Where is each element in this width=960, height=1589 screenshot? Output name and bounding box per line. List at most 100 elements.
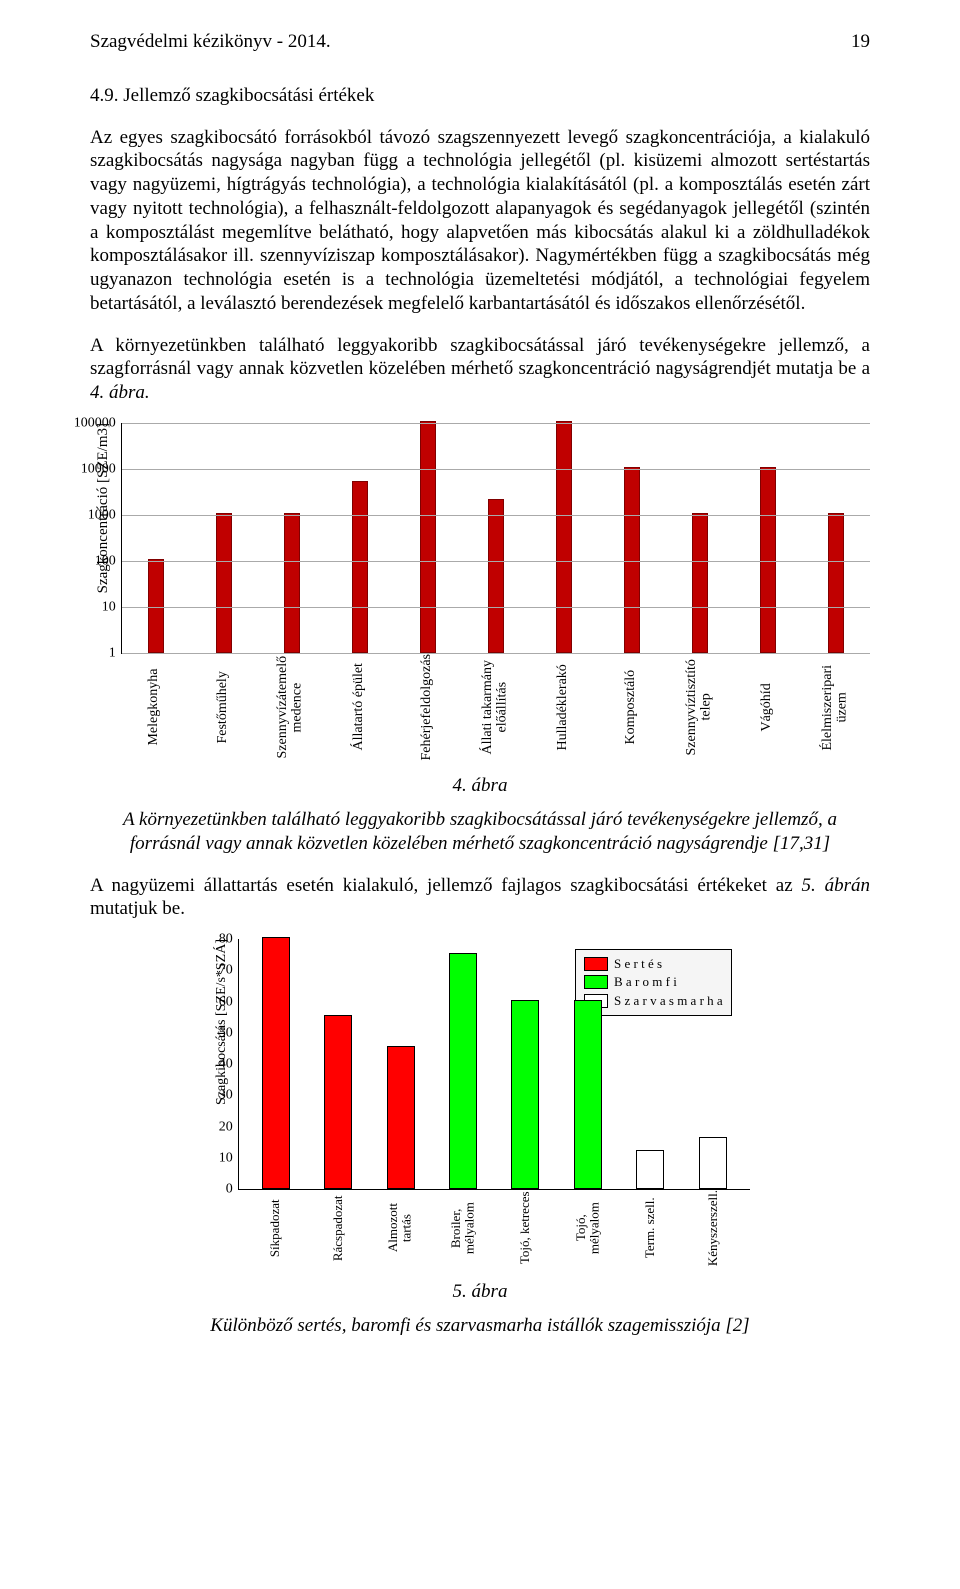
figure-4-bar <box>352 481 368 653</box>
body-paragraph-3-post: mutatjuk be. <box>90 898 185 919</box>
figure-4-bar <box>556 421 572 653</box>
figure-4-gridline <box>122 469 870 470</box>
figure-4-bar-column <box>666 423 734 653</box>
figure-4-bar-column <box>802 423 870 653</box>
figure-5-ytick: 60 <box>219 993 239 1011</box>
body-paragraph-1: Az egyes szagkibocsátó forrásokból távoz… <box>90 126 870 316</box>
figure-5-bar-column <box>557 939 619 1189</box>
figure-4-xlabel: Festőműhely <box>189 654 257 767</box>
figure-5-bar <box>262 937 290 1189</box>
figure-4-bar <box>216 513 232 653</box>
figure-5-ytick: 80 <box>219 930 239 948</box>
figure-4-xlabel: Melegkonyha <box>121 654 189 767</box>
figure-4-bar-column <box>394 423 462 653</box>
body-paragraph-3: A nagyüzemi állattartás esetén kialakuló… <box>90 874 870 922</box>
figure-4-bar <box>828 513 844 653</box>
figure-4-bar <box>420 421 436 653</box>
figure-5-bar-column <box>619 939 681 1189</box>
figure-4-xlabel: Állatartó épület <box>325 654 393 767</box>
figure-5-xlabel: Tojó, ketreces <box>494 1190 557 1272</box>
figure-5-xlabel: Term. szell. <box>619 1190 682 1272</box>
figure-4-bar <box>148 559 164 653</box>
figure-5-bar-column <box>681 939 743 1189</box>
figure-5-notes: Különböző sertés, baromfi és szarvasmarh… <box>90 1314 870 1338</box>
figure-4-bar <box>624 467 640 653</box>
body-paragraph-2-text: A környezetünkben található leggyakoribb… <box>90 335 870 380</box>
figure-4-bar-column <box>530 423 598 653</box>
figure-4-caption: 4. ábra <box>90 774 870 798</box>
body-paragraph-2: A környezetünkben található leggyakoribb… <box>90 334 870 405</box>
figure-4-bars <box>122 423 870 653</box>
figure-5-caption: 5. ábra <box>90 1280 870 1304</box>
figure-4-bar-column <box>190 423 258 653</box>
figure-5-plot-area: S e r t é sB a r o m f iS z a r v a s m … <box>238 939 750 1190</box>
figure-4-xlabel: Szennyvízátemelő medence <box>257 654 325 767</box>
figure-5-xlabel: Tojó, mélyalom <box>556 1190 619 1272</box>
figure-4-ytick: 1000 <box>88 506 122 524</box>
figure-4-bar-column <box>462 423 530 653</box>
figure-4-gridline <box>122 423 870 424</box>
figure-5-xlabel: Almozott tartás <box>369 1190 432 1272</box>
figure-5-ytick: 70 <box>219 962 239 980</box>
figure-4-plot-area: 110100100010000100000 <box>121 423 870 654</box>
figure-4-xlabel: Hulladéklerakó <box>529 654 597 767</box>
figure-5-bar-column <box>245 939 307 1189</box>
page: Szagvédelmi kézikönyv - 2014. 19 4.9. Je… <box>0 0 960 1416</box>
figure-5-bar <box>699 1137 727 1189</box>
figure-4-xlabel: Szennyvíztisztító telep <box>666 654 734 767</box>
figure-4-bar <box>284 513 300 653</box>
figure-4-bar-column <box>326 423 394 653</box>
figure-4-bar-column <box>734 423 802 653</box>
figure-5-ytick: 50 <box>219 1024 239 1042</box>
figure-4-gridline <box>122 515 870 516</box>
body-paragraph-2-ref: 4. ábra. <box>90 382 150 403</box>
figure-4-gridline <box>122 561 870 562</box>
figure-4-gridline <box>122 607 870 608</box>
figure-5-bar-column <box>307 939 369 1189</box>
figure-5-ytick: 30 <box>219 1087 239 1105</box>
figure-5-bar <box>636 1150 664 1190</box>
body-paragraph-3-ref: 5. ábrán <box>802 875 871 896</box>
body-paragraph-3-text: A nagyüzemi állattartás esetén kialakuló… <box>90 875 802 896</box>
figure-4-ytick: 1 <box>109 644 122 662</box>
figure-5-bar <box>511 1000 539 1190</box>
header-left: Szagvédelmi kézikönyv - 2014. <box>90 30 331 54</box>
figure-4-ytick: 100 <box>95 552 122 570</box>
figure-5-bar <box>449 953 477 1189</box>
header-page-number: 19 <box>851 30 870 54</box>
figure-4-bar-column <box>122 423 190 653</box>
figure-5-bar <box>574 1000 602 1190</box>
figure-4-bar <box>760 467 776 653</box>
figure-5-bar-column <box>494 939 556 1189</box>
figure-5-ytick: 20 <box>219 1118 239 1136</box>
figure-5-xlabel: Kényszerszell. <box>681 1190 744 1272</box>
figure-5-xlabels: SíkpadozatRácspadozatAlmozott tartásBroi… <box>238 1190 750 1272</box>
figure-5-ytick: 0 <box>226 1180 239 1198</box>
figure-4-xlabel: Élelmiszeripari üzem <box>802 654 870 767</box>
section-title: 4.9. Jellemző szagkibocsátási értékek <box>90 84 870 108</box>
figure-5-xlabel: Rácspadozat <box>306 1190 369 1272</box>
figure-4-ytick: 100000 <box>74 414 122 432</box>
figure-4-xlabels: MelegkonyhaFestőműhelySzennyvízátemelő m… <box>121 654 870 767</box>
figure-4-chart: Szagkoncentráció [SZE/m3] 11010010001000… <box>90 423 870 767</box>
figure-4-xlabel: Komposztáló <box>598 654 666 767</box>
figure-4-notes: A környezetünkben található leggyakoribb… <box>90 808 870 856</box>
figure-4-bar <box>692 513 708 653</box>
figure-5-bar <box>387 1046 415 1189</box>
figure-4-bar-column <box>598 423 666 653</box>
figure-4-xlabel: Vágóhíd <box>734 654 802 767</box>
figure-5-xlabel: Broiler, mélyalom <box>431 1190 494 1272</box>
figure-5-bars <box>239 939 750 1189</box>
figure-4-ytick: 10 <box>102 598 122 616</box>
figure-5-ytick: 10 <box>219 1149 239 1167</box>
figure-5-ytick: 40 <box>219 1055 239 1073</box>
figure-5-bar <box>324 1015 352 1189</box>
figure-5-bar-column <box>369 939 431 1189</box>
figure-4-bar <box>488 499 504 653</box>
figure-5-xlabel: Síkpadozat <box>244 1190 307 1272</box>
figure-4-ytick: 10000 <box>81 460 122 478</box>
running-head: Szagvédelmi kézikönyv - 2014. 19 <box>90 0 870 54</box>
figure-4-bar-column <box>258 423 326 653</box>
figure-4-xlabel: Fehérjefeldolgozás <box>393 654 461 767</box>
figure-5-bar-column <box>432 939 494 1189</box>
